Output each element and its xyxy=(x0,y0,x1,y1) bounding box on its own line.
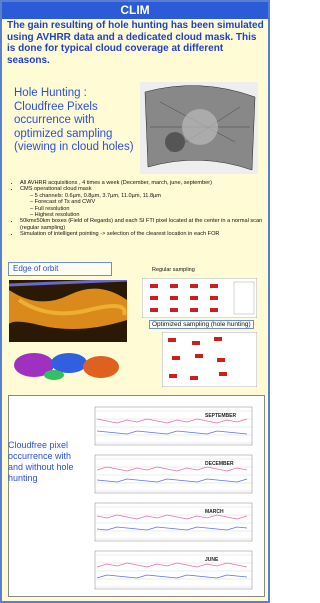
season-chart: SEPTEMBER xyxy=(87,405,257,449)
bullet: 50kmx50km boxes (Field of Regards) and e… xyxy=(20,218,265,231)
poster: CLIM The gain resulting of hole hunting … xyxy=(0,0,270,603)
bullet-text: CMS operational cloud mask xyxy=(20,186,92,192)
edge-label: Edge of orbit xyxy=(8,262,112,276)
regular-grid xyxy=(142,278,257,318)
header-title: CLIM xyxy=(2,2,268,19)
figure-label: Optimized sampling (hole hunting) xyxy=(149,320,254,329)
cloud-map xyxy=(140,82,258,174)
bullet-list: All AVHRR acquisitions , 4 times a week … xyxy=(10,180,265,238)
season-chart: MARCH xyxy=(87,501,257,545)
bullet: Simulation of intelligent pointing -> se… xyxy=(20,231,265,237)
month-label: JUNE xyxy=(205,557,219,563)
month-label: MARCH xyxy=(205,509,224,515)
results-caption: Cloudfree pixel occurrence with and with… xyxy=(8,440,78,484)
orbit-image xyxy=(9,280,127,342)
month-label: SEPTEMBER xyxy=(205,413,237,419)
optimized-grid xyxy=(162,332,257,387)
season-chart: DECEMBER xyxy=(87,453,257,497)
intro-text: The gain resulting of hole hunting has b… xyxy=(7,20,265,66)
bullet: CMS operational cloud mask 5 channels: 0… xyxy=(20,186,265,218)
season-chart: JUNE xyxy=(87,549,257,593)
figure-label: Regular sampling xyxy=(152,267,195,273)
cloud-blobs xyxy=(9,345,127,383)
month-label: DECEMBER xyxy=(205,461,234,467)
section-title: Hole Hunting : Cloudfree Pixels occurren… xyxy=(14,87,136,155)
